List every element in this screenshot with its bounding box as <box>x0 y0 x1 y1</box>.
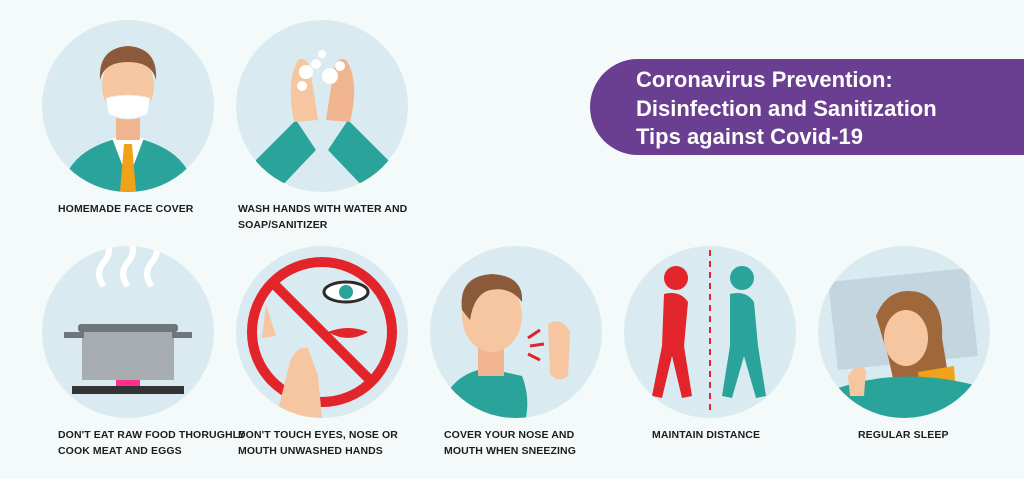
title-banner <box>590 59 1024 155</box>
regular-sleep-illustration <box>818 246 990 418</box>
face-cover-illustration <box>42 20 214 192</box>
tip-caption: DON'T TOUCH EYES, NOSE OR MOUTH UNWASHED… <box>238 429 398 457</box>
tip-caption: REGULAR SLEEP <box>858 429 949 441</box>
maintain-distance-illustration <box>624 246 796 418</box>
page-title: Coronavirus Prevention: Disinfection and… <box>636 67 937 149</box>
tip-caption: COVER YOUR NOSE AND MOUTH WHEN SNEEZING <box>444 429 576 457</box>
no-touch-face-illustration <box>236 246 408 418</box>
tip-caption: MAINTAIN DISTANCE <box>652 429 761 441</box>
tip-caption: WASH HANDS WITH WATER AND SOAP/SANITIZER <box>238 203 408 231</box>
tip-caption: HOMEMADE FACE COVER <box>58 203 194 215</box>
tip-caption: DON'T EAT RAW FOOD THORUGHLY COOK MEAT A… <box>58 429 246 457</box>
cover-sneeze-illustration <box>430 246 602 418</box>
wash-hands-illustration <box>236 20 408 192</box>
cook-food-illustration <box>42 246 214 418</box>
